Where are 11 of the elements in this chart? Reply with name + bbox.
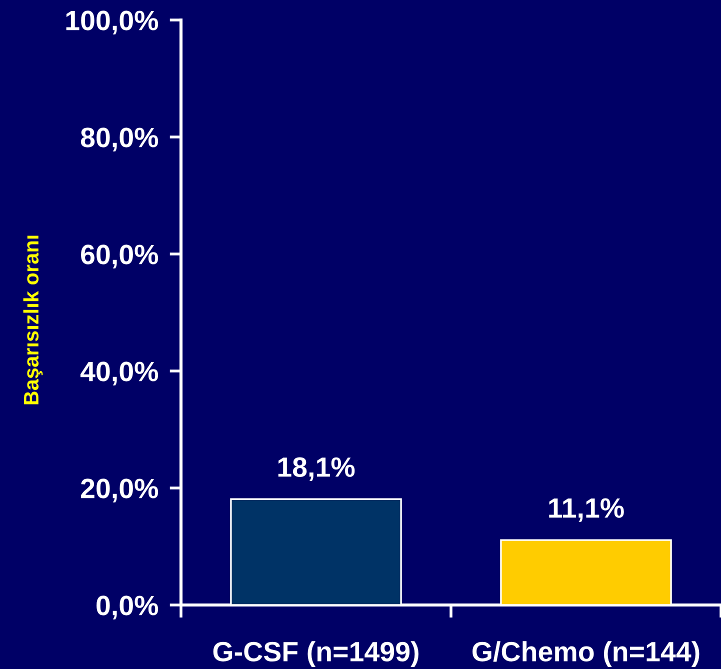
x-tick-label: G-CSF (n=1499)	[213, 641, 418, 668]
y-tick-label: 20,0%	[80, 478, 158, 502]
y-tick-label: 60,0%	[81, 244, 158, 268]
x-tick-label: G/Chemo (n=144)	[472, 641, 700, 668]
y-axis-title: Başarısızlık oranı	[23, 236, 43, 404]
y-tick-label: 0,0%	[96, 596, 158, 620]
y-tick-label: 100,0%	[66, 10, 158, 34]
y-tick-label: 40,0%	[80, 362, 158, 386]
data-label: 11,1%	[549, 498, 624, 522]
y-tick-label: 80,0%	[80, 128, 158, 152]
data-label: 18,1%	[278, 457, 355, 481]
